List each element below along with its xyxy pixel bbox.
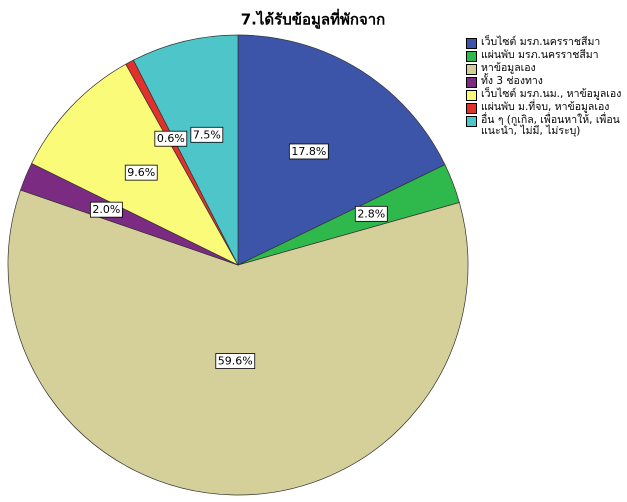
data-label: 7.5% <box>193 128 221 141</box>
data-label: 9.6% <box>127 166 155 179</box>
legend-item: อื่น ๆ (กูเกิล, เพื่อนหาให้, เพื่อนแนะนำ… <box>466 115 624 137</box>
legend-swatch <box>466 103 477 114</box>
pie-slice <box>237 34 446 266</box>
legend-item: หาข้อมูลเอง <box>466 63 624 75</box>
data-label-box <box>354 205 388 222</box>
legend-label: เว็บไซต์ มรภ.นม., หาข้อมูลเอง <box>481 88 622 100</box>
legend-swatch <box>466 77 477 88</box>
data-label-box <box>124 164 158 181</box>
legend-label: อื่น ๆ (กูเกิล, เพื่อนหาให้, เพื่อนแนะนำ… <box>481 114 620 137</box>
legend-swatch <box>466 90 477 101</box>
chart-title: 7.ได้รับข้อมูลที่พักจาก <box>241 9 386 30</box>
data-label: 17.8% <box>291 145 326 158</box>
legend-item: เว็บไซต์ มรภ.นม., หาข้อมูลเอง <box>466 89 624 101</box>
legend-swatch <box>466 51 477 62</box>
pie-slice <box>7 189 469 496</box>
legend-swatch <box>466 64 477 75</box>
data-label-box <box>89 201 123 218</box>
legend-label: ทั้ง 3 ช่องทาง <box>481 75 543 87</box>
legend-label: หาข้อมูลเอง <box>481 62 536 74</box>
data-label-box <box>190 126 224 143</box>
data-label-box <box>288 143 329 160</box>
legend-swatch <box>466 116 477 127</box>
legend-swatch <box>466 38 477 49</box>
legend-label: แผ่นพับ ม.ที่จบ, หาข้อมูลเอง <box>481 101 610 113</box>
pie-slice <box>31 63 239 266</box>
data-label: 2.0% <box>92 203 120 216</box>
data-label: 59.6% <box>218 355 253 368</box>
data-label-box <box>215 353 256 369</box>
legend-label: เว็บไซต์ มรภ.นครราชสีมา <box>481 36 601 48</box>
data-label: 2.8% <box>357 207 385 220</box>
legend-item: เว็บไซต์ มรภ.นครราชสีมา <box>466 37 624 49</box>
legend-item: แผ่นพับ ม.ที่จบ, หาข้อมูลเอง <box>466 102 624 114</box>
data-label-box <box>154 130 188 147</box>
legend-item: แผ่นพับ มรภ.นครราชสีมา <box>466 50 624 62</box>
legend-item: ทั้ง 3 ช่องทาง <box>466 76 624 88</box>
data-label: 0.6% <box>157 132 185 145</box>
pie-slice <box>133 34 239 266</box>
legend: เว็บไซต์ มรภ.นครราชสีมา แผ่นพับ มรภ.นครรา… <box>466 37 624 138</box>
legend-label: แผ่นพับ มรภ.นครราชสีมา <box>481 49 599 61</box>
